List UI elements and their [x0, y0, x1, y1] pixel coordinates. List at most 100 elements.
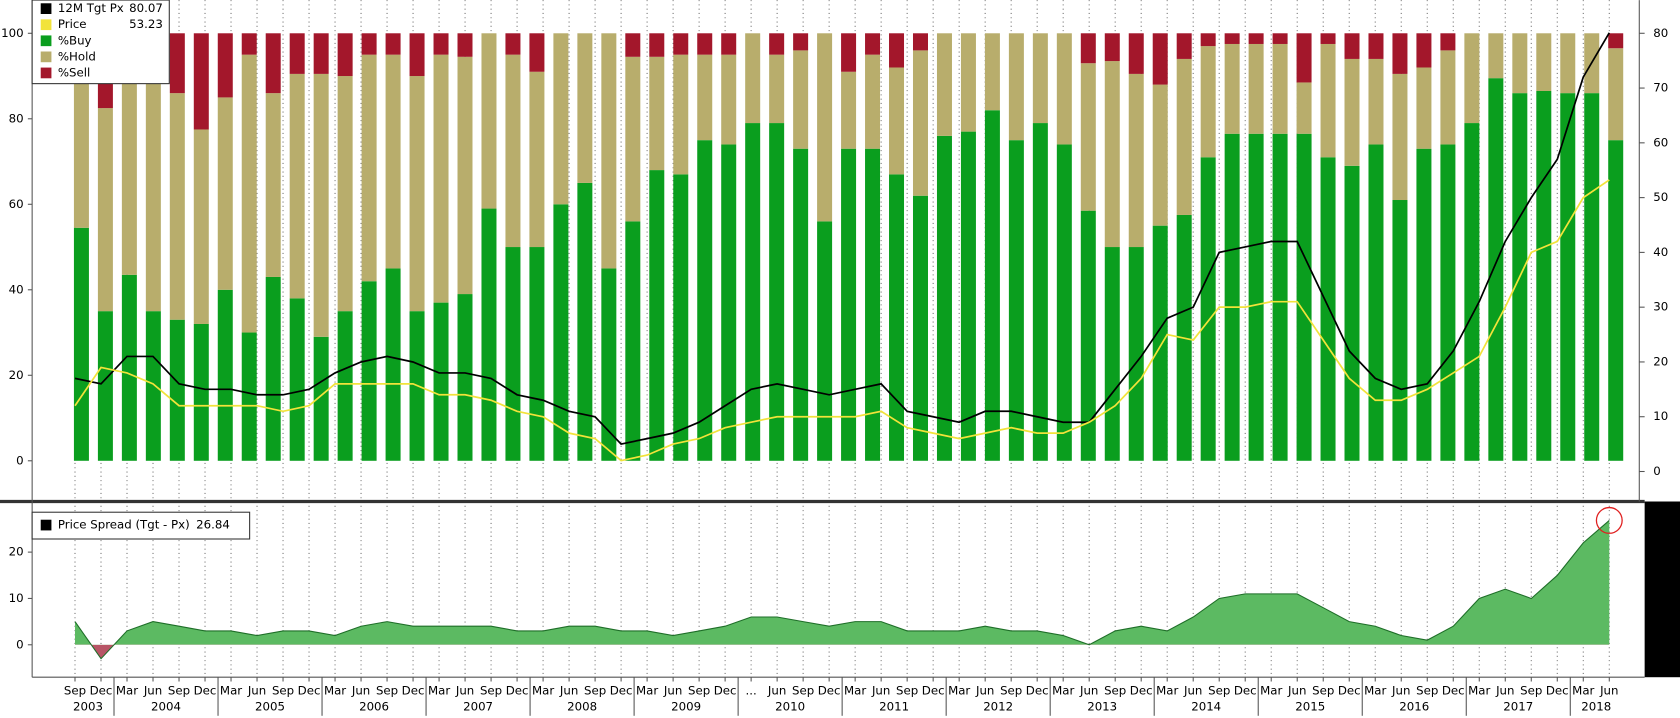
bar-segment — [1200, 157, 1216, 461]
bar-segment — [1392, 33, 1408, 74]
y2-tick-label: 50 — [1653, 190, 1668, 204]
bar-segment — [1368, 58, 1384, 145]
x-tick-label: Dec — [610, 684, 633, 698]
bar-segment — [601, 268, 617, 461]
legend-swatch — [40, 519, 52, 531]
bar-segment — [1056, 144, 1072, 461]
y-tick-label: 10 — [9, 591, 24, 605]
x-tick-label: Dec — [194, 684, 217, 698]
bar-segment — [1128, 247, 1144, 461]
x-tick-label: Dec — [1546, 684, 1569, 698]
y2-tick-label: 0 — [1653, 464, 1661, 478]
bar-segment — [385, 268, 401, 461]
bar-segment — [505, 33, 521, 55]
bar-segment — [1416, 67, 1432, 149]
y2-tick-label: 60 — [1653, 135, 1668, 149]
bar-segment — [1152, 84, 1168, 226]
x-tick-label: Dec — [818, 684, 841, 698]
bar-segment — [1032, 123, 1048, 461]
legend-label: %Sell — [58, 65, 90, 79]
bar-segment — [193, 323, 209, 461]
bar-segment — [912, 50, 928, 196]
bar-segment — [793, 148, 809, 461]
x-tick-label: Jun — [1287, 684, 1306, 698]
bar-segment — [601, 33, 617, 269]
legend-swatch — [40, 67, 52, 79]
year-label: 2011 — [879, 700, 909, 714]
bar-segment — [817, 33, 833, 222]
x-tick-label: Sep — [792, 684, 814, 698]
bar-segment — [121, 33, 137, 275]
bar-segment — [529, 247, 545, 461]
bar-segment — [289, 298, 305, 461]
bar-segment — [673, 33, 689, 55]
bar-segment — [984, 33, 1000, 111]
x-tick-label: Mar — [1364, 684, 1386, 698]
bar-segment — [97, 108, 113, 312]
legend-swatch — [40, 3, 52, 15]
x-tick-label: Dec — [402, 684, 425, 698]
bar-segment — [145, 33, 161, 312]
x-tick-label: Jun — [247, 684, 266, 698]
y2-tick-label: 10 — [1653, 409, 1668, 423]
year-label: 2007 — [463, 700, 493, 714]
y-tick-label: 0 — [16, 453, 24, 467]
year-label: 2014 — [1191, 700, 1221, 714]
line — [74, 520, 1610, 660]
x-tick-label: Mar — [1468, 684, 1490, 698]
bar-segment — [697, 33, 713, 55]
bar-segment — [553, 204, 569, 461]
x-tick-label: Sep — [1000, 684, 1022, 698]
y-tick-label: 100 — [1, 26, 23, 40]
bar-segment — [169, 93, 185, 320]
x-tick-label: Sep — [1520, 684, 1542, 698]
bar-segment — [1176, 33, 1192, 59]
bar-segment — [553, 33, 569, 205]
x-tick-label: Jun — [1079, 684, 1098, 698]
x-tick-label: Dec — [298, 684, 321, 698]
bar-segment — [841, 71, 857, 149]
x-tick-label: Sep — [688, 684, 710, 698]
x-tick-label: Sep — [376, 684, 398, 698]
bar-segment — [721, 144, 737, 461]
legend-value: 53.23 — [129, 17, 163, 31]
x-tick-label: Sep — [1208, 684, 1230, 698]
x-tick-label: Sep — [64, 684, 86, 698]
bar-segment — [1104, 61, 1120, 248]
bar-segment — [1368, 33, 1384, 59]
bar-segment — [1560, 93, 1576, 461]
bar-segment — [505, 54, 521, 248]
bar-segment — [793, 33, 809, 51]
bar-segment — [1320, 157, 1336, 461]
legend-label: 12M Tgt Px — [58, 1, 124, 15]
legend-label: Price Spread (Tgt - Px) — [58, 518, 190, 532]
bar-segment — [265, 93, 281, 277]
year-label: 2005 — [255, 700, 285, 714]
bar-segment — [1152, 33, 1168, 85]
bar-segment — [1392, 200, 1408, 461]
x-tick-label: Dec — [90, 684, 113, 698]
bar-segment — [385, 33, 401, 55]
bar-segment — [721, 33, 737, 55]
bar-segment — [1080, 63, 1096, 211]
bar-segment — [1464, 123, 1480, 461]
x-tick-label: Sep — [1104, 684, 1126, 698]
bar-segment — [457, 33, 473, 57]
bar-segment — [769, 33, 785, 55]
bar-segment — [889, 174, 905, 461]
bar-segment — [1224, 43, 1240, 134]
x-tick-label: Sep — [896, 684, 918, 698]
x-tick-label: Mar — [948, 684, 970, 698]
bar-segment — [1512, 33, 1528, 94]
x-tick-label: Sep — [168, 684, 190, 698]
bar-segment — [457, 294, 473, 461]
x-tick-label: Mar — [1572, 684, 1594, 698]
bar-segment — [889, 33, 905, 68]
bar-segment — [1296, 133, 1312, 461]
highlight-circle — [1595, 506, 1623, 534]
bar-segment — [313, 336, 329, 461]
bar-segment — [793, 50, 809, 149]
legend-label: %Hold — [58, 49, 96, 63]
bar-segment — [936, 33, 952, 136]
